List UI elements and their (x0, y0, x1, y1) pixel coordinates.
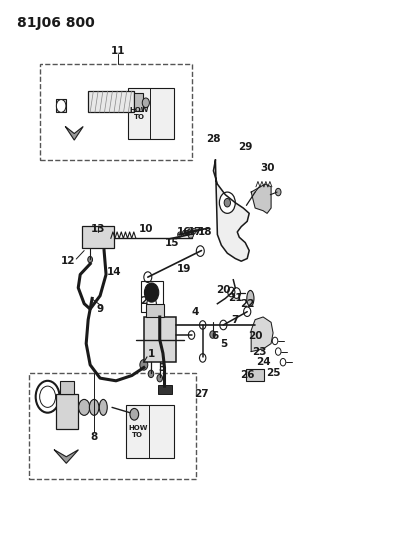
Text: 81J06 800: 81J06 800 (17, 15, 94, 29)
Circle shape (219, 192, 235, 213)
Text: 12: 12 (61, 256, 75, 266)
Text: 2: 2 (140, 296, 148, 306)
Circle shape (192, 228, 196, 233)
Text: 21: 21 (228, 293, 243, 303)
Text: 5: 5 (220, 338, 227, 349)
Circle shape (56, 100, 66, 112)
Text: 10: 10 (138, 224, 153, 235)
Ellipse shape (130, 408, 139, 420)
Circle shape (178, 232, 182, 237)
Circle shape (157, 374, 162, 382)
Text: 30: 30 (260, 163, 275, 173)
Circle shape (182, 230, 186, 236)
Text: 19: 19 (176, 264, 191, 274)
Text: 3: 3 (158, 362, 165, 373)
Circle shape (275, 188, 281, 196)
Text: 26: 26 (240, 370, 255, 381)
Bar (56, 394, 78, 429)
Bar (28, 373, 196, 479)
Circle shape (188, 231, 194, 238)
Ellipse shape (89, 399, 99, 415)
Text: HOW
TO: HOW TO (128, 425, 148, 438)
Circle shape (140, 360, 148, 370)
Polygon shape (213, 160, 249, 261)
Circle shape (144, 283, 159, 302)
Text: 13: 13 (91, 224, 105, 235)
Ellipse shape (99, 399, 107, 415)
Text: 22: 22 (240, 298, 255, 309)
Bar (128, 88, 174, 139)
Text: 20: 20 (216, 286, 231, 295)
Text: 1: 1 (148, 349, 156, 359)
Bar (158, 384, 172, 394)
Circle shape (142, 98, 149, 108)
Bar (126, 405, 174, 458)
Polygon shape (65, 127, 83, 140)
Circle shape (210, 331, 215, 338)
Bar (88, 91, 134, 112)
Text: 23: 23 (252, 346, 267, 357)
Bar (40, 64, 192, 160)
Text: 8: 8 (91, 432, 98, 442)
Text: 28: 28 (206, 134, 221, 144)
Text: 16: 16 (176, 227, 191, 237)
Text: 7: 7 (231, 314, 239, 325)
Bar (82, 225, 114, 248)
Ellipse shape (247, 290, 254, 306)
Bar (146, 304, 164, 317)
Circle shape (148, 370, 154, 377)
Polygon shape (251, 184, 271, 213)
Bar (134, 93, 142, 111)
Ellipse shape (79, 399, 90, 415)
Polygon shape (251, 317, 273, 352)
Circle shape (187, 229, 191, 235)
Polygon shape (54, 450, 78, 463)
Bar (56, 99, 66, 112)
Bar (247, 369, 264, 381)
Text: 15: 15 (164, 238, 179, 247)
Text: 14: 14 (107, 267, 121, 277)
Text: 11: 11 (111, 46, 125, 55)
Text: 9: 9 (97, 304, 104, 314)
Text: 27: 27 (194, 389, 209, 399)
Bar (60, 381, 74, 394)
Text: 6: 6 (212, 330, 219, 341)
Bar (144, 317, 176, 362)
Text: 17: 17 (188, 227, 203, 237)
Text: 29: 29 (238, 142, 253, 152)
Text: HOW
TO: HOW TO (129, 107, 149, 120)
Text: 20: 20 (248, 330, 263, 341)
Circle shape (224, 198, 231, 207)
Text: 24: 24 (256, 357, 271, 367)
Text: 25: 25 (266, 368, 280, 378)
Bar (141, 281, 162, 312)
Circle shape (88, 256, 93, 263)
Text: 4: 4 (192, 306, 199, 317)
Text: 18: 18 (198, 227, 213, 237)
